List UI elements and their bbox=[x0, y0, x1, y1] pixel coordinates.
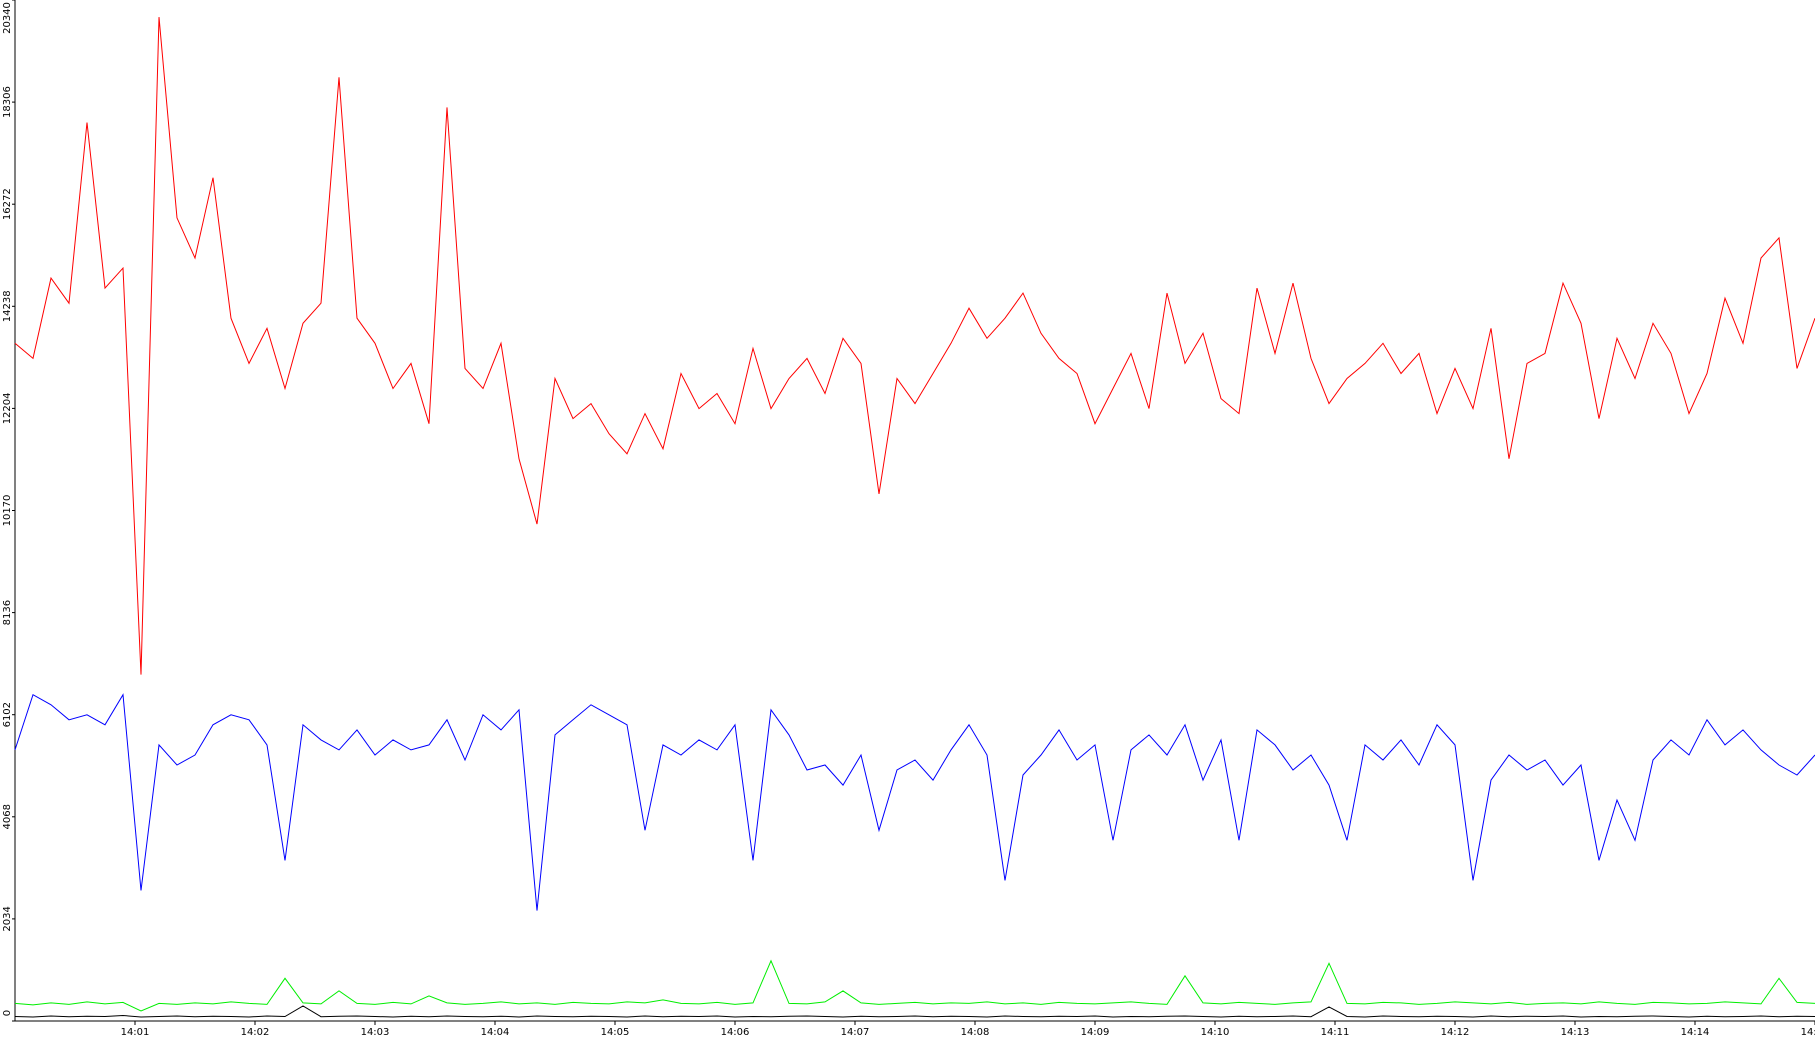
y-tick-label: 10170 bbox=[2, 495, 13, 527]
series-line bbox=[14, 959, 1815, 1012]
x-tick-label: 14:12 bbox=[1441, 1027, 1470, 1038]
x-tick-label: 14:09 bbox=[1081, 1027, 1110, 1038]
x-tick-label: 14:10 bbox=[1201, 1027, 1230, 1038]
y-tick-label: 4068 bbox=[2, 804, 13, 829]
x-tick-label: 14:06 bbox=[721, 1027, 750, 1038]
x-tick-label: 14:14 bbox=[1681, 1027, 1710, 1038]
y-tick-label: 2034 bbox=[2, 906, 13, 931]
y-tick-label: 12204 bbox=[2, 392, 13, 424]
series-line bbox=[14, 1005, 1815, 1018]
x-tick-label: 14:07 bbox=[841, 1027, 870, 1038]
x-tick-label: 14:15 bbox=[1801, 1027, 1815, 1038]
x-tick-label: 14:05 bbox=[601, 1027, 630, 1038]
x-tick-label: 14:03 bbox=[361, 1027, 390, 1038]
y-tick-label: 18306 bbox=[2, 86, 13, 118]
x-tick-label: 14:13 bbox=[1561, 1027, 1590, 1038]
y-tick-label: 6102 bbox=[2, 702, 13, 727]
x-tick-label: 14:11 bbox=[1321, 1027, 1350, 1038]
y-tick-label: 8136 bbox=[2, 600, 13, 625]
y-tick-label: 0 bbox=[2, 1010, 13, 1016]
y-tick-label: 14238 bbox=[2, 290, 13, 322]
x-tick-label: 14:08 bbox=[961, 1027, 990, 1038]
x-tick-label: 14:04 bbox=[481, 1027, 510, 1038]
x-tick-label: 14:02 bbox=[241, 1027, 270, 1038]
x-tick-label: 14:01 bbox=[121, 1027, 150, 1038]
series-line bbox=[14, 693, 1815, 911]
y-tick-label: 16272 bbox=[2, 188, 13, 220]
series-line bbox=[14, 17, 1815, 675]
y-tick-label: 20340 bbox=[2, 2, 13, 34]
